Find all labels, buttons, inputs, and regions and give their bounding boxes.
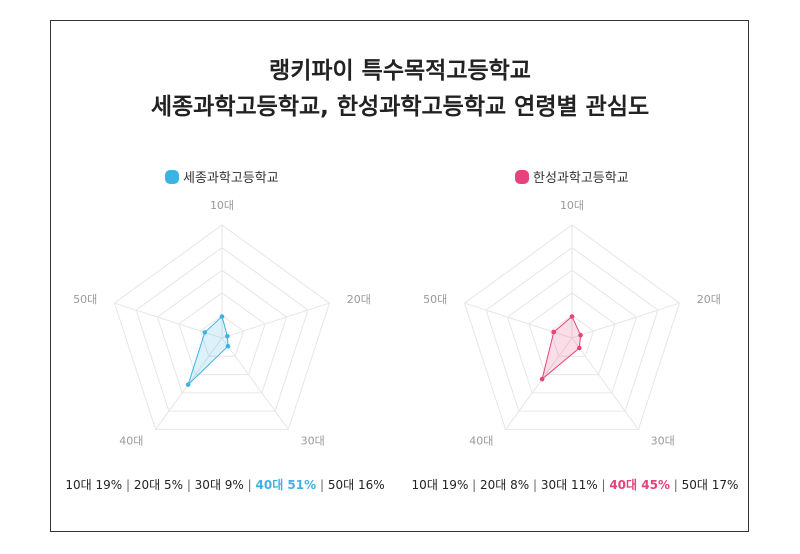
axis-label: 30대: [651, 435, 675, 448]
data-point[interactable]: [577, 345, 582, 351]
caption-item: 40대 45%: [609, 478, 670, 492]
caption-separator: |: [670, 478, 682, 492]
grid-spoke: [221, 337, 289, 430]
series-area: [187, 315, 229, 385]
grid-ring: [506, 269, 638, 394]
data-point[interactable]: [225, 333, 230, 339]
grid-ring: [156, 269, 288, 394]
grid-ring: [135, 246, 309, 412]
axis-label: 30대: [301, 435, 325, 448]
caption-separator: |: [468, 478, 480, 492]
caption-item: 30대 11%: [541, 478, 598, 492]
grid-ring: [178, 292, 266, 376]
caption-separator: |: [529, 478, 541, 492]
chart-frame: [50, 20, 749, 532]
grid-ring: [549, 314, 595, 357]
caption-item: 20대 5%: [134, 478, 183, 492]
caption-item: 40대 51%: [256, 478, 317, 492]
grid-spoke: [221, 302, 330, 339]
caption-item: 50대 16%: [328, 478, 385, 492]
axis-label: 50대: [423, 293, 447, 306]
data-point[interactable]: [185, 382, 191, 387]
grid-spoke: [505, 337, 573, 430]
legend-swatch: [165, 170, 179, 184]
caption-item: 10대 19%: [65, 478, 122, 492]
radar-2: 한성과학고등학교 10대 20대 30대 40대 50대 10대 19% | 20대 8% …: [412, 170, 739, 492]
grid-spoke: [571, 302, 680, 339]
caption-item: 10대 19%: [412, 478, 469, 492]
caption: 10대 19% | 20대 8% | 30대 11% | 40대 45% | 5…: [412, 478, 739, 492]
caption-item: 30대 9%: [195, 478, 244, 492]
axis-label: 40대: [119, 435, 143, 448]
axis-label: 50대: [73, 293, 97, 306]
series-area: [541, 315, 582, 381]
data-point[interactable]: [569, 314, 575, 319]
legend-swatch: [515, 170, 529, 184]
axis-label: 20대: [347, 293, 371, 306]
axis-label: 10대: [210, 199, 234, 212]
caption-separator: |: [122, 478, 134, 492]
grid-ring: [485, 246, 659, 412]
caption-separator: |: [598, 478, 610, 492]
axis-label: 10대: [560, 199, 584, 212]
legend-label: 세종과학고등학교: [183, 171, 279, 186]
caption-item: 20대 8%: [480, 478, 529, 492]
data-point[interactable]: [551, 329, 557, 335]
grid-ring: [463, 224, 681, 430]
data-point[interactable]: [578, 332, 583, 338]
caption-separator: |: [183, 478, 195, 492]
grid-ring: [199, 314, 245, 357]
data-point[interactable]: [202, 330, 208, 335]
data-point[interactable]: [539, 376, 545, 382]
legend-label: 한성과학고등학교: [533, 171, 629, 186]
grid-spoke: [571, 337, 639, 430]
axis-label: 40대: [469, 435, 493, 448]
data-point[interactable]: [219, 314, 225, 319]
data-point[interactable]: [225, 343, 231, 349]
chart-title-line-1: 랭키파이 특수목적고등학교: [269, 58, 531, 84]
axis-label: 20대: [697, 293, 721, 306]
caption-separator: |: [244, 478, 256, 492]
radar-1: 세종과학고등학교 10대 20대 30대 40대 50대 10대 19% | 20대 5% …: [65, 170, 385, 492]
caption-item: 50대 17%: [682, 478, 739, 492]
caption-separator: |: [316, 478, 328, 492]
grid-ring: [113, 224, 331, 430]
grid-ring: [528, 292, 616, 376]
caption: 10대 19% | 20대 5% | 30대 9% | 40대 51% | 50…: [65, 478, 384, 492]
chart-title-line-2: 세종과학고등학교, 한성과학고등학교 연령별 관심도: [151, 94, 649, 120]
